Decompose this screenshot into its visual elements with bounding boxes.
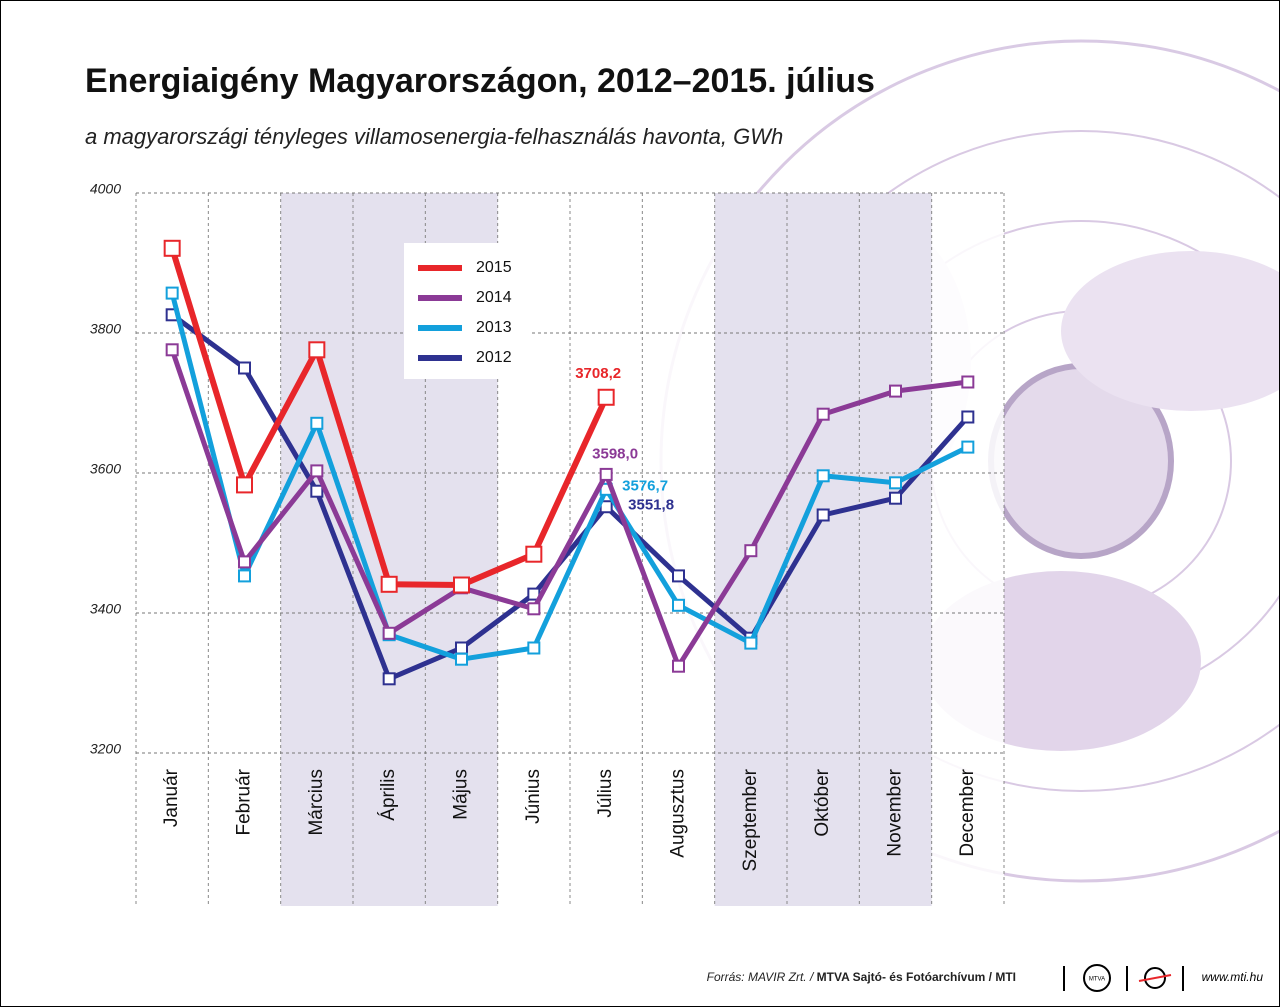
point-marker	[455, 641, 468, 655]
series-line	[169, 292, 969, 662]
point-marker	[672, 659, 685, 673]
footer: Forrás: MAVIR Zrt. / MTVA Sajtó- és Fotó…	[707, 964, 1264, 992]
value-label: 3551,8	[628, 497, 674, 514]
y-tick-label: 3200	[90, 741, 121, 757]
point-marker	[310, 416, 324, 430]
point-marker	[889, 476, 902, 490]
point-marker	[961, 410, 975, 424]
point-marker	[961, 375, 975, 389]
x-tick-label: Június	[523, 769, 544, 824]
y-tick-label: 3600	[90, 461, 121, 477]
point-marker	[382, 626, 396, 640]
y-tick-label: 3400	[90, 601, 121, 617]
credit-text: MTVA Sajtó- és Fotóarchívum / MTI	[817, 970, 1016, 984]
point-marker	[527, 602, 541, 616]
point-marker	[744, 636, 758, 650]
series-line	[169, 348, 969, 669]
point-marker	[889, 384, 902, 398]
x-tick-label: November	[885, 768, 906, 856]
point-marker	[597, 388, 615, 406]
chart-title: Energiaigény Magyarországon, 2012–2015. …	[85, 62, 875, 100]
point-marker	[525, 545, 543, 563]
point-marker	[238, 361, 251, 375]
point-marker	[380, 575, 398, 593]
point-marker	[308, 341, 326, 359]
x-tick-label: Július	[595, 769, 616, 818]
footer-logo: MTVA	[1089, 977, 1105, 983]
plot-area: 3200 3400 3600 3800 4000 Január Február Március…	[90, 181, 1005, 906]
point-marker	[672, 598, 685, 612]
point-marker	[455, 652, 468, 666]
footer-source: Forrás: MAVIR Zrt. / MTVA Sajtó- és Fotó…	[707, 970, 1016, 984]
point-marker	[238, 555, 251, 569]
value-label: 3576,7	[622, 477, 668, 494]
point-marker	[236, 476, 253, 494]
value-label: 3598,0	[592, 445, 638, 462]
x-tick-label: Május	[451, 769, 472, 820]
point-marker	[453, 576, 470, 594]
column-shade	[787, 193, 860, 906]
x-tick-label: Március	[306, 769, 327, 836]
chart-subtitle: a magyarországi tényleges villamosenergi…	[85, 124, 783, 149]
y-tick-label: 4000	[90, 181, 121, 197]
point-marker	[961, 440, 975, 454]
footer-url: www.mti.hu	[1202, 970, 1264, 984]
point-marker	[310, 464, 324, 478]
point-marker	[527, 641, 541, 655]
x-tick-label: Február	[234, 768, 255, 835]
point-marker	[816, 469, 830, 483]
y-tick-label: 3800	[90, 321, 121, 337]
point-marker	[744, 544, 758, 558]
point-marker	[816, 508, 830, 522]
point-marker	[238, 569, 251, 583]
x-tick-label: Szeptember	[740, 768, 761, 871]
legend-label: 2014	[476, 289, 512, 306]
point-marker	[163, 239, 181, 257]
x-tick-label: Január	[161, 768, 182, 827]
point-marker	[165, 286, 179, 300]
point-marker	[310, 484, 324, 498]
point-marker	[816, 407, 830, 421]
source-text: Forrás: MAVIR Zrt. /	[707, 970, 815, 984]
value-label: 3708,2	[575, 365, 621, 382]
x-tick-label: Augusztus	[668, 769, 689, 858]
point-marker	[889, 491, 902, 505]
legend-label: 2013	[476, 319, 512, 336]
series-line	[170, 312, 970, 682]
legend-label: 2015	[476, 259, 512, 276]
point-marker	[382, 672, 396, 686]
x-tick-label: Október	[812, 768, 833, 836]
x-tick-label: December	[957, 768, 978, 856]
point-marker	[599, 467, 613, 481]
column-shade	[859, 193, 932, 906]
point-marker	[165, 343, 179, 357]
x-tick-label: Április	[378, 769, 399, 821]
point-marker	[672, 569, 685, 583]
legend-label: 2012	[476, 349, 512, 366]
